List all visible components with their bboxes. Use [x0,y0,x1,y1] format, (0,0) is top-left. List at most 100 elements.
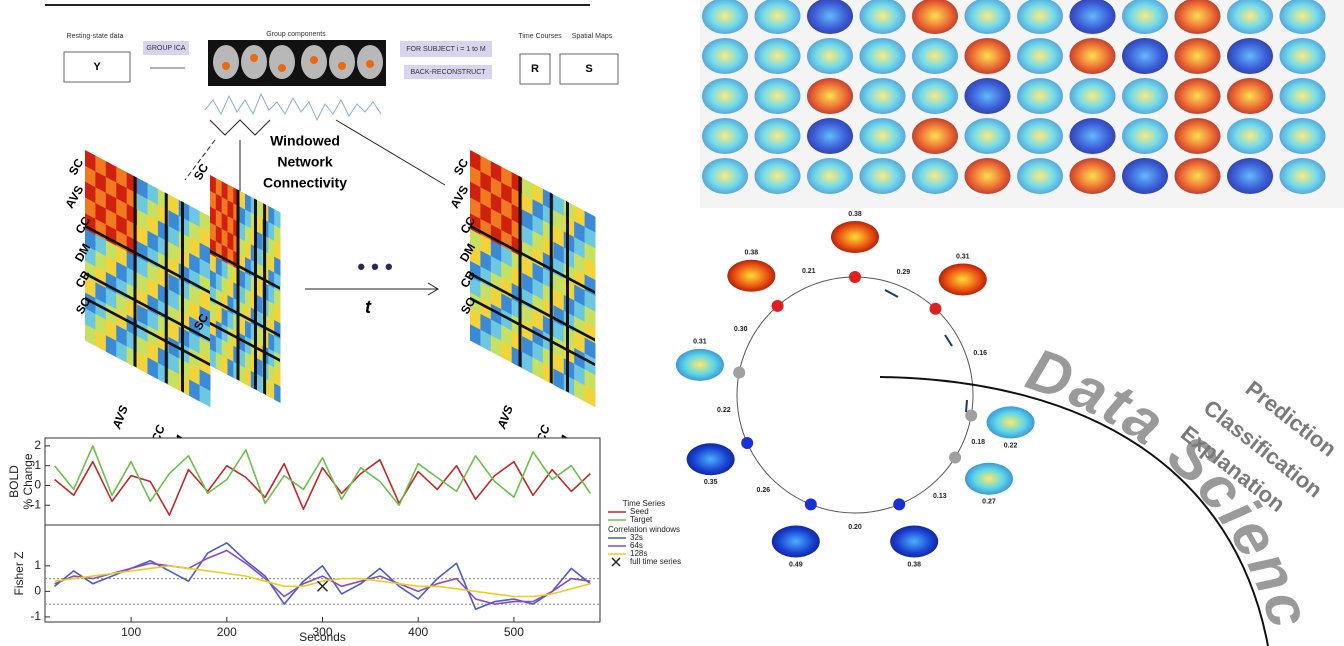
matrix-cell [274,351,281,372]
matrix-cell [137,351,148,374]
matrix-cell [168,352,180,375]
matrix-cell [147,278,159,301]
matrix-cell [574,252,586,276]
matrix-cell [116,166,128,189]
matrix-cell [215,352,223,372]
matrix-cell [105,303,117,326]
matrix-cell [522,193,533,216]
matrix-cell [85,324,96,347]
transition-label: 0.16 [973,350,987,357]
series-line [54,459,591,516]
matrix-cell [532,183,544,206]
label: FOR SUBJECT i = 1 to M [406,46,486,53]
matrix-row-label: SC [66,156,87,178]
matrix-cell [215,209,223,230]
matrix-cell [574,237,586,260]
matrix-cell [470,245,481,268]
y-tick-label: 1 [34,558,41,572]
matrix-cell [215,320,223,341]
matrix-cell [480,329,492,352]
matrix-cell [532,357,544,380]
x-axis-label: Seconds [299,630,346,644]
box [519,53,551,85]
matrix-cell [137,256,148,279]
matrix-cell [532,325,544,348]
matrix-cell [256,342,264,363]
brain-map [807,158,853,194]
tag [404,65,492,79]
brain-map [859,118,906,154]
brain-map [754,78,801,114]
matrix-cell [137,209,148,232]
box [63,51,131,83]
matrix-cell [501,261,513,284]
waveform [204,92,382,122]
matrix-cell [522,256,533,279]
legend-label: Seed [630,507,649,516]
state-brain [686,443,735,476]
matrix-cell [147,230,159,253]
matrix-cell [490,161,502,184]
matrix-divider [470,296,595,367]
matrix-cell [85,245,96,268]
matrix-cell [116,214,128,237]
y-tick-label: 2 [34,438,41,452]
brain-map [964,0,1011,34]
matrix-cell [95,155,107,178]
matrix-cell [137,193,148,216]
brain-map [1017,0,1063,34]
brain-map [1122,78,1168,114]
state-brain [771,525,820,558]
brain-map [859,158,906,194]
matrix-cell [85,292,96,315]
matrix-cell [168,336,180,359]
matrix-cell [215,178,223,198]
time-symbol: t [365,297,372,317]
state-dot [849,271,861,283]
matrix-cell [522,320,533,343]
y-tick-label: 1 [34,458,41,472]
matrix-cell [147,214,159,238]
matrix-cell [480,155,492,178]
brain-map [859,38,906,74]
matrix-cell [480,187,492,210]
matrix-cell [584,337,596,360]
matrix-cell [522,304,533,327]
matrix-cell [147,199,159,222]
tag [143,41,189,55]
brain-map [859,0,906,34]
matrix-cell [574,300,586,323]
matrix-cell [480,203,492,226]
state-dot [929,302,942,315]
matrix-cell [470,308,481,331]
matrix-divider [470,272,595,342]
matrix-cell [85,150,96,173]
matrix-cell [221,355,229,376]
matrix-cell [239,285,246,306]
brain-map [964,118,1011,154]
matrix-cell [501,340,513,363]
matrix-cell [574,363,586,386]
matrix-cell [480,298,492,321]
matrix-cell [105,208,117,231]
matrix-cell [268,206,275,226]
legend-label: full time series [630,557,681,566]
x-tick-label: 200 [217,625,237,639]
matrix-cell [221,323,229,344]
matrix-cell [147,325,159,348]
brain-map [1069,118,1116,154]
brain-map [1122,118,1168,154]
matrix-cell [239,238,246,258]
state-label: 0.35 [704,479,718,486]
matrix-cell [268,348,275,369]
brain-map [754,118,801,154]
matrix-cell [574,379,586,402]
matrix-cell [490,240,502,263]
label: Spatial Maps [572,33,613,40]
label: Network [277,154,332,170]
matrix-cell [227,231,234,252]
matrix-cell [147,183,159,206]
transition-label: 0.13 [933,493,947,500]
brain-map [754,158,801,194]
matrix-cell [274,367,281,388]
